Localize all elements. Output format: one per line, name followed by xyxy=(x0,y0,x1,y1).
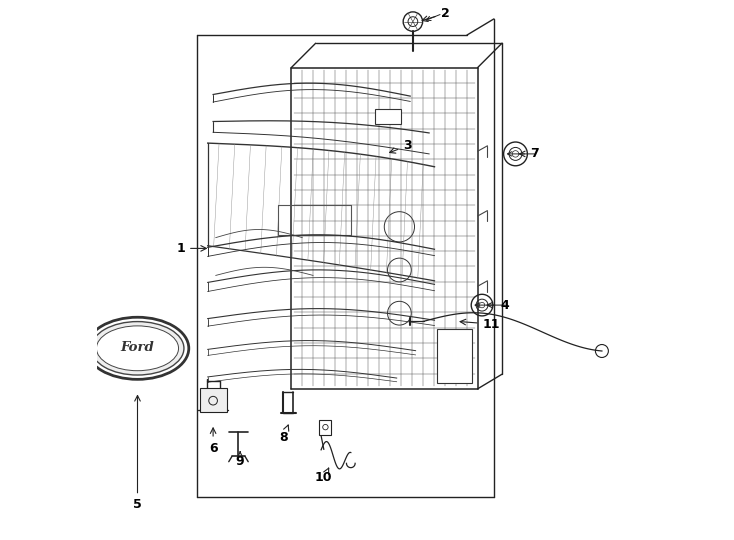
Bar xyxy=(375,109,401,124)
Text: 6: 6 xyxy=(208,428,217,455)
Ellipse shape xyxy=(86,317,189,379)
Text: 4: 4 xyxy=(487,299,509,312)
FancyBboxPatch shape xyxy=(200,388,227,412)
Ellipse shape xyxy=(96,326,178,370)
Text: 1: 1 xyxy=(176,242,206,255)
Ellipse shape xyxy=(91,322,184,375)
Bar xyxy=(319,420,331,435)
Text: 10: 10 xyxy=(315,468,333,484)
Text: 7: 7 xyxy=(520,147,539,160)
Text: Ford: Ford xyxy=(120,341,154,354)
Text: 11: 11 xyxy=(460,318,500,330)
Text: 9: 9 xyxy=(236,452,244,468)
Text: 5: 5 xyxy=(133,395,142,511)
Bar xyxy=(437,329,472,383)
Text: 8: 8 xyxy=(279,425,288,444)
Text: 2: 2 xyxy=(422,7,450,22)
Text: 3: 3 xyxy=(390,139,412,153)
